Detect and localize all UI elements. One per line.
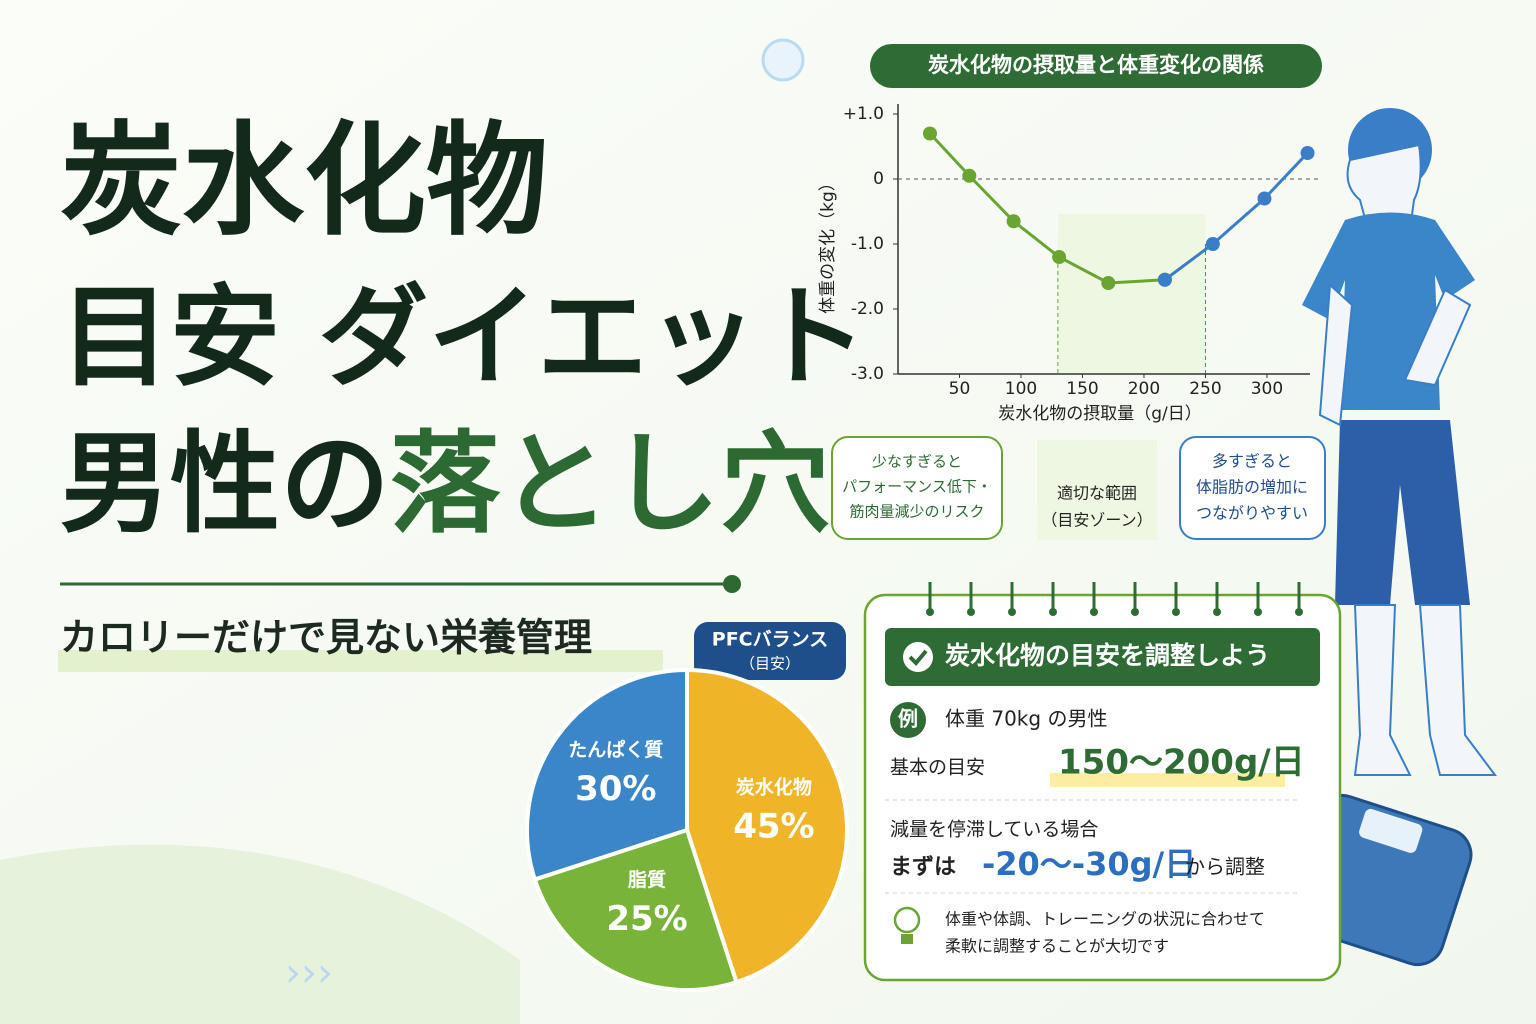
x-tick-label: 100 (1005, 379, 1037, 399)
point (1052, 250, 1067, 264)
y-tick-label: -1.0 (851, 234, 884, 254)
headline: 男性の落とし穴 (60, 420, 830, 548)
annotation: （目安ゾーン） (1041, 511, 1152, 530)
example-badge: 例 (898, 707, 918, 731)
slice-label: 脂質 (628, 868, 666, 891)
card-header (885, 628, 1320, 686)
point (922, 126, 937, 141)
pie-title-pill (694, 622, 846, 680)
point (1006, 214, 1021, 229)
point (1205, 237, 1220, 251)
highlight (1050, 773, 1285, 787)
headline-part: 男性の (60, 420, 390, 548)
ring-hole (926, 608, 934, 616)
ring-hole (1131, 608, 1139, 616)
x-tick-label: 200 (1128, 379, 1160, 399)
headline: 炭水化物 (60, 110, 548, 252)
ring-hole (1049, 608, 1057, 616)
card (863, 593, 1342, 982)
ring-hole (1090, 608, 1098, 616)
annotation-box (1179, 436, 1326, 540)
slice-label: 炭水化物 (736, 776, 812, 799)
point (1101, 276, 1116, 290)
y-tick-label: -2.0 (851, 299, 884, 319)
annotation: 体脂肪の増加に (1196, 478, 1308, 497)
annotation-box (831, 436, 1003, 540)
card-rings (926, 582, 1303, 616)
pie-title: PFCバランス (712, 629, 828, 651)
point (962, 168, 977, 183)
rule-dot (723, 575, 741, 593)
first: まずは (890, 855, 956, 880)
decor-bubble (761, 38, 805, 82)
slice-value: 30% (575, 769, 656, 809)
headline: 目安 ダイエット (60, 273, 867, 401)
adjust-suffix: から調整 (1185, 855, 1265, 879)
example-badge-bg (890, 702, 926, 738)
ring-hole (1213, 608, 1221, 616)
point (1157, 272, 1172, 287)
subtitle: カロリーだけで見ない栄養管理 (60, 616, 592, 660)
line-series (1163, 151, 1309, 281)
stall-label: 減量を停滞している場合 (890, 819, 1098, 841)
zone-fill (1057, 214, 1206, 374)
annotation: 適切な範囲 (1057, 484, 1137, 503)
x-axis-label: 炭水化物の摂取量（g/日） (998, 404, 1202, 424)
annotation: つながりやすい (1196, 504, 1308, 523)
ring-hole (1172, 608, 1180, 616)
ring-hole (1008, 608, 1016, 616)
pie-slice (525, 667, 689, 882)
base-value: 150～200g/日 (1058, 743, 1305, 783)
slice-value: 25% (606, 899, 687, 939)
check-icon (903, 642, 933, 672)
line-chart: +1.0 0 -1.0 -2.0 -3.0 50 100 150 200 250 300 (843, 104, 1320, 540)
tip: 柔軟に調整することが大切です (945, 937, 1169, 956)
ring-hole (967, 608, 975, 616)
decor-wave (0, 844, 520, 1024)
x-tick-label: 300 (1251, 379, 1283, 399)
pie-chart: 炭水化物 45% 脂質 25% たんぱく質 30% (525, 667, 849, 992)
example: 体重 70kg の男性 (945, 707, 1107, 731)
man-figure (1302, 108, 1497, 776)
tip: 体重や体調、トレーニングの状況に合わせて (945, 910, 1265, 929)
chart-title: 炭水化物の摂取量と体重変化の関係 (928, 53, 1264, 77)
card-title: 炭水化物の目安を調整しよう (945, 641, 1270, 670)
decor-chevrons: ››› (285, 950, 333, 996)
y-tick-label: 0 (873, 169, 884, 189)
pie-subtitle: （目安） (740, 655, 800, 673)
point (1300, 146, 1315, 160)
line-series (928, 132, 1165, 285)
annotation: パフォーマンス低下・ (842, 478, 992, 496)
bulb-icon (893, 906, 921, 944)
headline-accent: 落とし穴 (390, 420, 830, 548)
point (1257, 191, 1272, 206)
annotation: 多すぎると (1212, 452, 1292, 471)
check-mark (908, 649, 928, 666)
slice-value: 45% (733, 807, 814, 847)
pie-slice (685, 667, 849, 985)
annotation: 筋肉量減少のリスク (849, 503, 984, 521)
highlight (58, 650, 663, 672)
adjust-value: -20～-30g/日 (982, 845, 1196, 883)
ring-hole (1254, 608, 1262, 616)
zone-fill (1037, 440, 1157, 540)
pie-slice (532, 827, 739, 992)
chart-title-pill (870, 44, 1322, 88)
x-tick-label: 250 (1189, 379, 1221, 399)
annotation: 少なすぎると (872, 453, 962, 471)
y-tick-label: -3.0 (851, 364, 884, 384)
y-tick-label: +1.0 (843, 104, 884, 124)
x-tick-label: 150 (1066, 379, 1098, 399)
y-axis-label: 体重の変化（kg） (818, 174, 838, 314)
base-label: 基本の目安 (890, 757, 985, 779)
slice-label: たんぱく質 (568, 738, 663, 761)
x-tick-label: 50 (949, 379, 971, 399)
ring-hole (1295, 608, 1303, 616)
